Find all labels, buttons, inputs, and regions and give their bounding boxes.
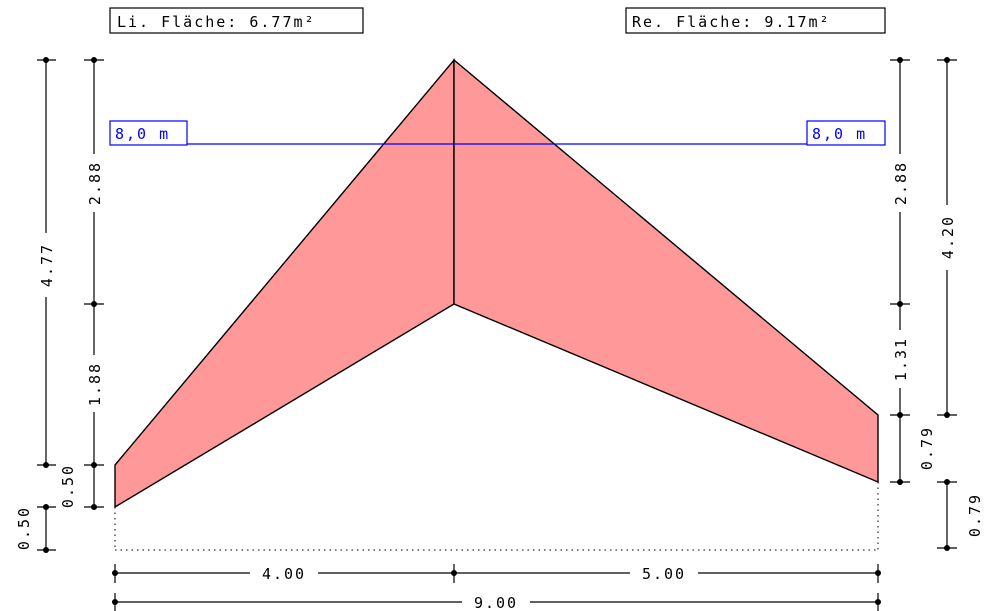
left-inner-dimension: 2.88 1.88 0.50 <box>59 57 104 510</box>
left-level-text: 8,0 m <box>115 125 170 143</box>
right-outer-total-label: 4.20 <box>939 215 957 259</box>
bottom-total-dimension: 9.00 <box>112 593 881 611</box>
right-upper-segment-label: 2.88 <box>892 161 910 205</box>
left-area-text: Li. Fläche: 6.77m² <box>117 13 316 31</box>
bottom-span-dimension: 4.00 5.00 <box>112 564 881 583</box>
left-area-label: Li. Fläche: 6.77m² <box>109 7 364 34</box>
right-area-text: Re. Fläche: 9.17m² <box>632 13 831 31</box>
left-outer-bottom-label: 0.50 <box>15 506 33 550</box>
left-inner-bottom-label: 0.50 <box>59 464 77 508</box>
right-span-label: 5.00 <box>642 565 686 583</box>
right-lower-segment-label: 1.31 <box>892 337 910 381</box>
left-level-label: 8,0 m <box>109 120 188 146</box>
right-outer-dimension: 4.20 0.79 <box>937 57 984 551</box>
left-upper-segment-label: 2.88 <box>86 161 104 205</box>
left-outer-total-label: 4.77 <box>38 243 56 287</box>
left-lower-segment-label: 1.88 <box>86 362 104 406</box>
right-roof-face <box>453 58 879 484</box>
right-inner-dimension: 2.88 1.31 0.79 <box>890 57 936 485</box>
total-span-label: 9.00 <box>474 594 518 611</box>
left-span-label: 4.00 <box>262 565 306 583</box>
right-area-label: Re. Fläche: 9.17m² <box>625 7 886 34</box>
right-outer-bottom-label: 0.79 <box>966 493 984 537</box>
right-level-label: 8,0 m <box>806 120 886 146</box>
left-outer-dimension: 4.77 0.50 <box>15 57 56 553</box>
right-inner-bottom-label: 0.79 <box>918 426 936 470</box>
right-level-text: 8,0 m <box>812 125 867 143</box>
